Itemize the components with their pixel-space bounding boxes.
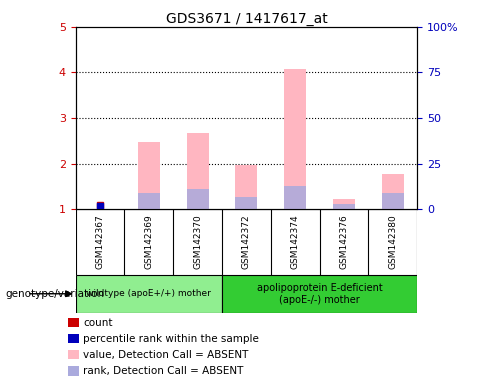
Text: rank, Detection Call = ABSENT: rank, Detection Call = ABSENT (83, 366, 244, 376)
Text: GSM142380: GSM142380 (388, 215, 397, 269)
Text: value, Detection Call = ABSENT: value, Detection Call = ABSENT (83, 350, 248, 360)
Text: wildtype (apoE+/+) mother: wildtype (apoE+/+) mother (86, 289, 211, 298)
Text: count: count (83, 318, 112, 328)
Text: GSM142372: GSM142372 (242, 215, 251, 269)
Text: GSM142369: GSM142369 (144, 215, 153, 269)
Bar (382, 174, 404, 209)
Bar (333, 199, 355, 209)
Bar (187, 133, 209, 209)
Text: GSM142376: GSM142376 (340, 215, 348, 269)
Text: apolipoprotein E-deficient
(apoE-/-) mother: apolipoprotein E-deficient (apoE-/-) mot… (257, 283, 383, 305)
Text: GSM142374: GSM142374 (291, 215, 300, 269)
Title: GDS3671 / 1417617_at: GDS3671 / 1417617_at (165, 12, 327, 26)
Bar (285, 185, 306, 209)
Bar (76, 275, 222, 313)
Bar (138, 142, 160, 209)
Bar (382, 193, 404, 209)
Text: GSM142370: GSM142370 (193, 215, 202, 269)
Text: GSM142367: GSM142367 (96, 215, 104, 269)
Text: percentile rank within the sample: percentile rank within the sample (83, 334, 259, 344)
Bar (236, 165, 258, 209)
Bar (222, 275, 417, 313)
Text: genotype/variation: genotype/variation (5, 289, 104, 299)
Bar (138, 193, 160, 209)
Bar (236, 197, 258, 209)
Bar (333, 204, 355, 209)
Bar (285, 69, 306, 209)
Bar (187, 189, 209, 209)
